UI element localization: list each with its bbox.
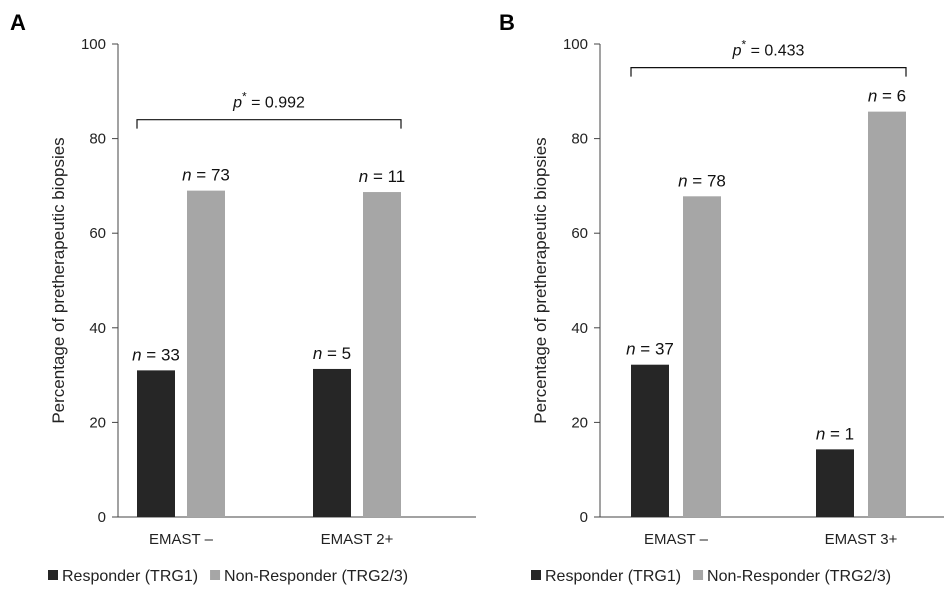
panel-a-pvalue-bracket — [136, 119, 402, 129]
panel-a-bar-non-responder — [363, 192, 401, 517]
panel-a-x-tick-label: EMAST 2+ — [321, 531, 394, 548]
panel-a-data-label: n = 5 — [313, 344, 351, 363]
panel-b-data-label: n = 6 — [868, 87, 906, 106]
panel-b-y-tick-label: 40 — [571, 320, 588, 337]
panel-a-y-tick-label: 40 — [89, 320, 106, 337]
panel-b-data-label: n = 1 — [816, 424, 854, 443]
panel-b-y-tick-label: 0 — [580, 509, 588, 526]
panel-b-x-tick-label: EMAST – — [644, 531, 709, 548]
panel-a-x-tick-label: EMAST – — [149, 531, 214, 548]
panel-a-y-tick-label: 80 — [89, 131, 106, 148]
panel-b-legend-swatch-non-responder — [693, 570, 704, 580]
panel-a-y-tick-label: 0 — [98, 509, 106, 526]
panel-b-data-label: n = 78 — [678, 171, 726, 190]
panel-a-legend-label-non-responder: Non-Responder (TRG2/3) — [224, 568, 408, 585]
panel-a-bar-responder — [137, 370, 175, 517]
panel-b-y-tick-label: 20 — [571, 414, 588, 431]
panel-a-label: A — [10, 10, 26, 35]
panel-a-y-tick-label: 20 — [89, 414, 106, 431]
panel-a-y-axis-title: Percentage of pretherapeutic biopsies — [49, 137, 68, 423]
panel-b-pvalue-label: p* = 0.433 — [732, 38, 805, 60]
panel-b-legend-label-non-responder: Non-Responder (TRG2/3) — [707, 568, 891, 585]
panel-a-data-label: n = 73 — [182, 166, 230, 185]
panel-a-y-tick-label: 60 — [89, 225, 106, 242]
panel-b-y-tick-label: 80 — [571, 131, 588, 148]
panel-a-y-tick-label: 100 — [81, 36, 106, 53]
panel-a-legend-swatch-responder — [48, 570, 58, 580]
panel-b-label: B — [499, 10, 515, 35]
panel-b-pvalue-bracket — [630, 67, 907, 77]
panel-a-bar-non-responder — [187, 190, 225, 517]
panel-b-legend-label-responder: Responder (TRG1) — [545, 568, 681, 585]
panel-b-y-axis-title: Percentage of pretherapeutic biopsies — [531, 137, 550, 423]
panel-a-legend-label-responder: Responder (TRG1) — [62, 568, 198, 585]
panel-b-data-label: n = 37 — [626, 340, 674, 359]
panel-b-bar-responder — [631, 364, 669, 517]
panel-a-data-label: n = 11 — [359, 167, 406, 186]
panel-b-legend-swatch-responder — [531, 570, 541, 580]
panel-b-x-tick-label: EMAST 3+ — [825, 531, 898, 548]
panel-b-y-tick-label: 100 — [563, 36, 588, 53]
panel-b-bar-non-responder — [868, 111, 906, 517]
panel-b-bar-responder — [816, 449, 854, 517]
panel-a-pvalue-label: p* = 0.992 — [232, 90, 305, 112]
panel-a-data-label: n = 33 — [132, 345, 180, 364]
panel-b-bar-non-responder — [683, 196, 721, 517]
panel-a-bar-responder — [313, 368, 351, 517]
panel-a-legend-swatch-non-responder — [210, 570, 221, 580]
panel-b-y-tick-label: 60 — [571, 225, 588, 242]
